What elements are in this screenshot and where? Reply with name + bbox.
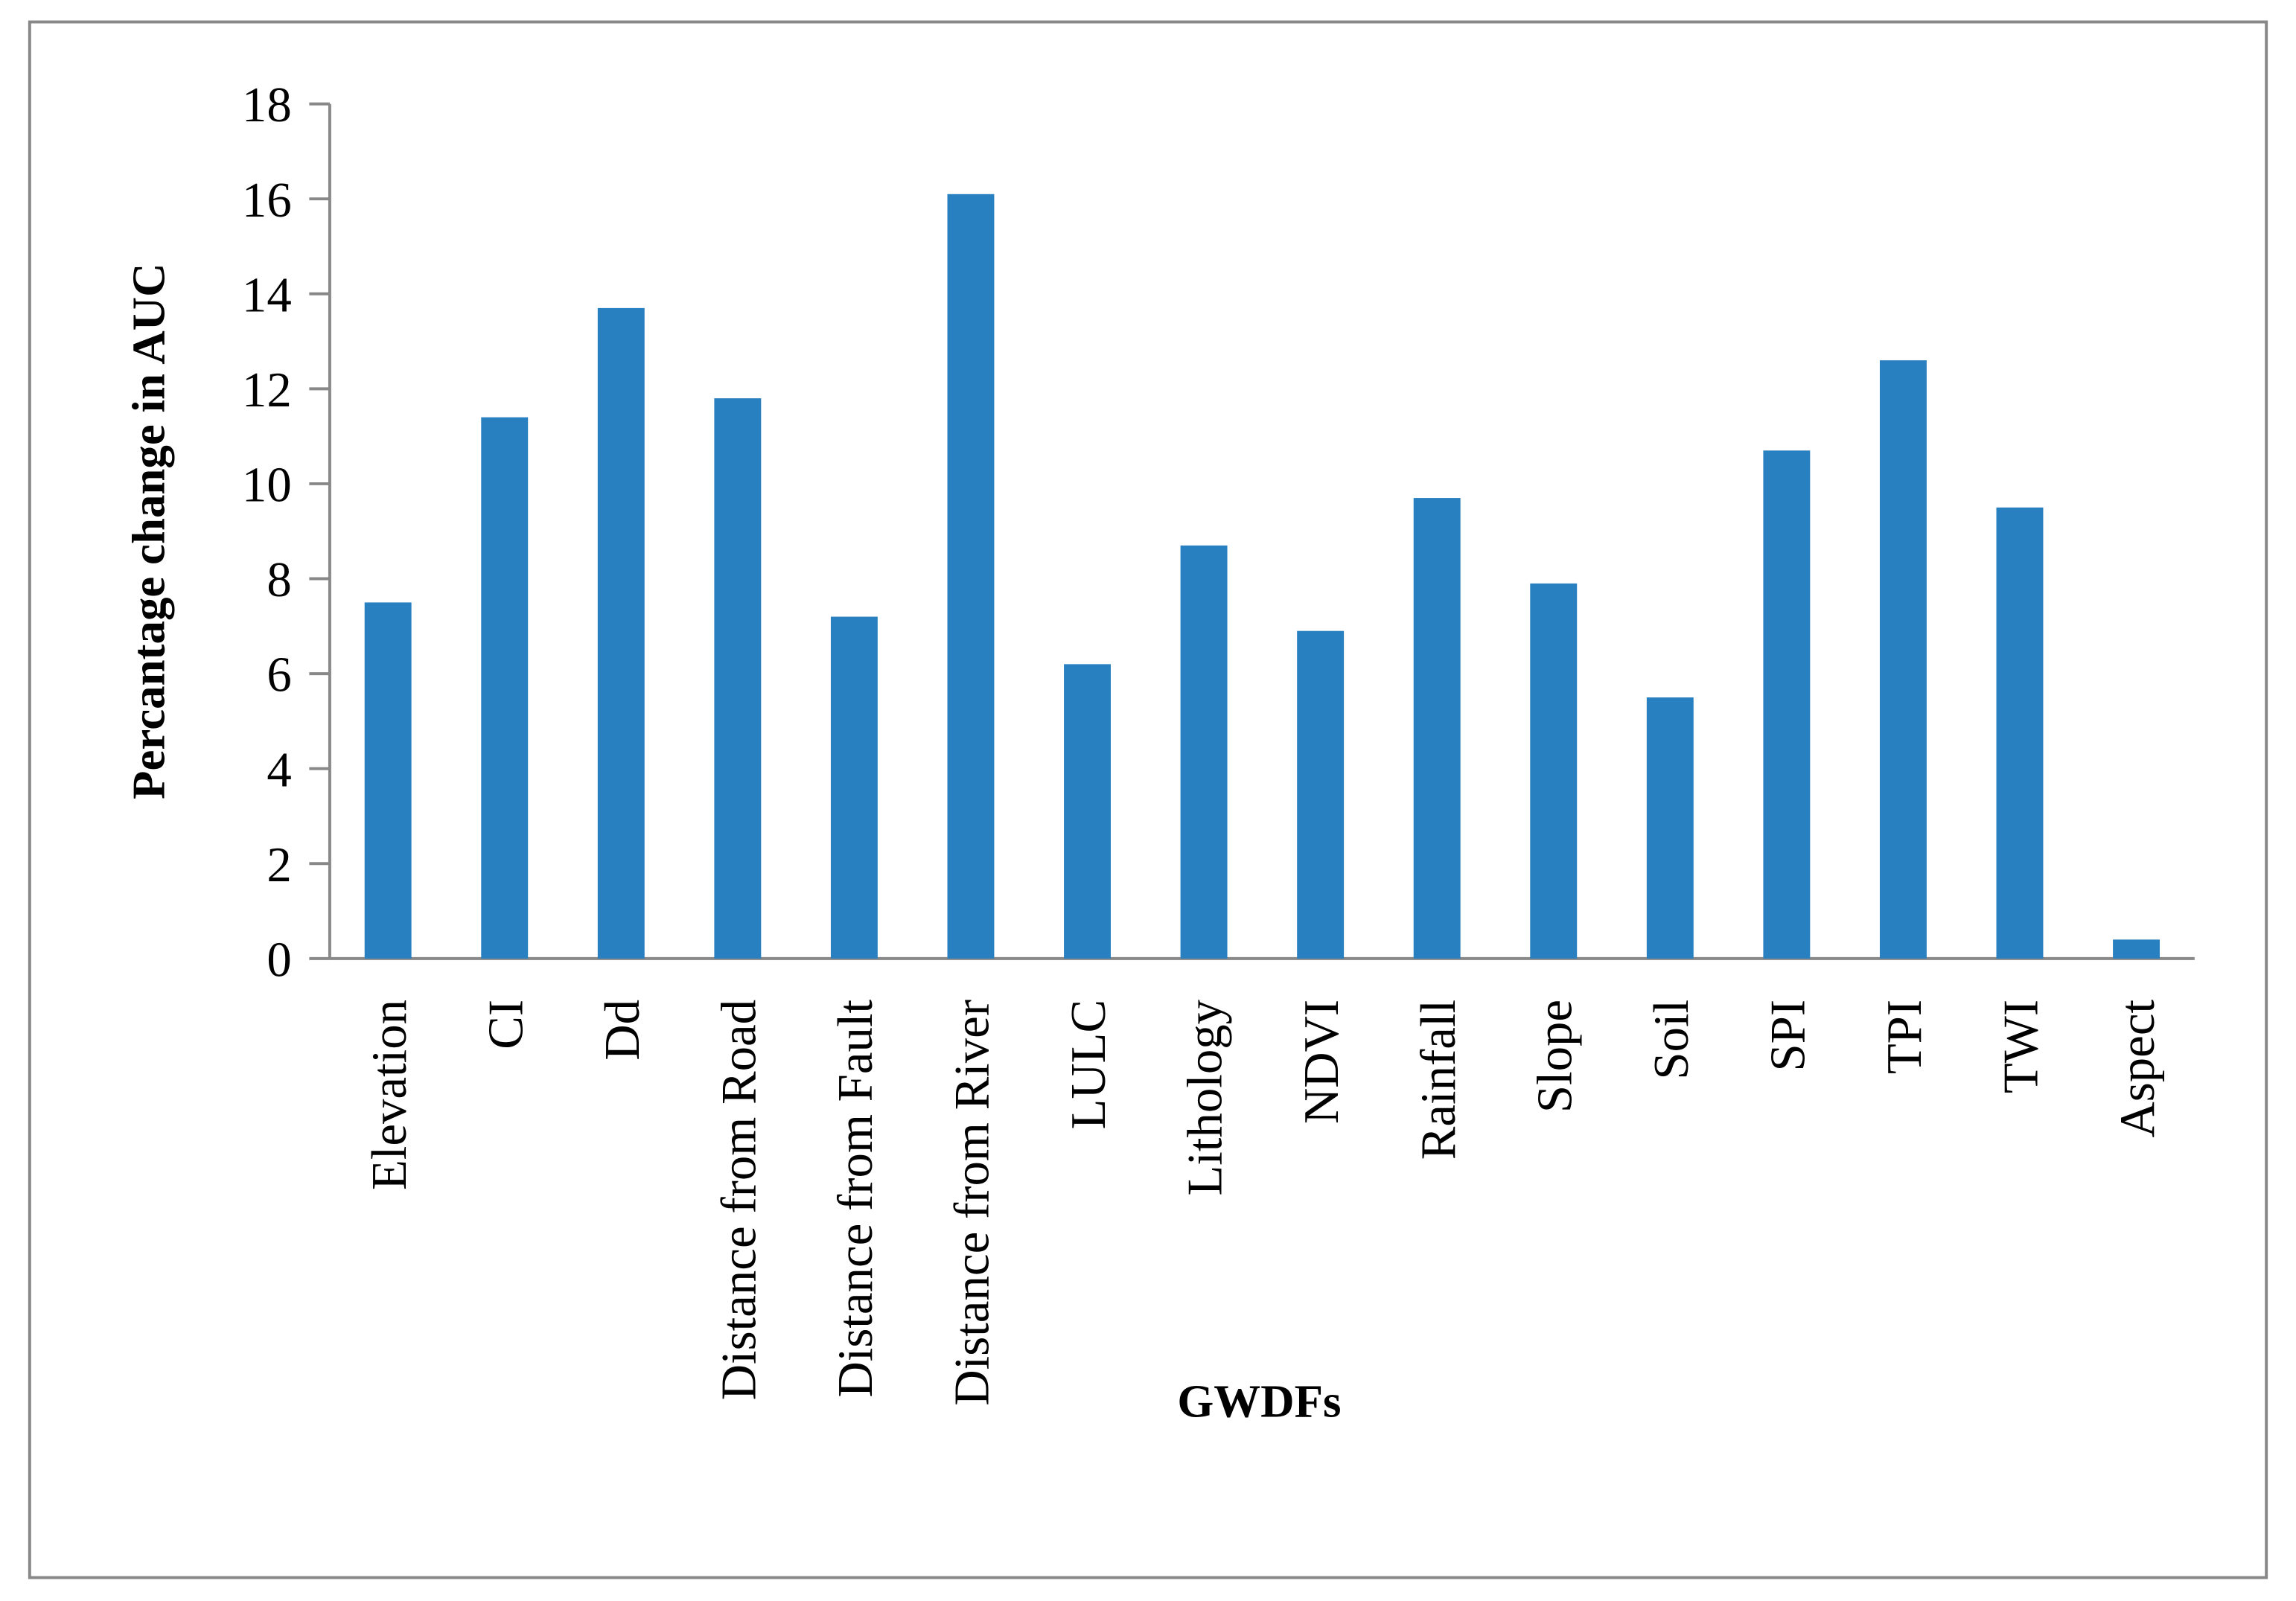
x-tick-label: Distance from Road [711, 1000, 766, 1400]
bar [1064, 664, 1111, 959]
x-tick-label: Distance from River [945, 1000, 1000, 1406]
x-tick-label: Aspect [2110, 999, 2165, 1137]
y-tick-label: 0 [267, 932, 291, 987]
x-tick-label: Rainfall [1411, 1000, 1466, 1160]
y-tick-label: 2 [267, 837, 291, 892]
x-tick-label: CI [478, 1000, 533, 1049]
x-tick-label: Elevation [362, 1000, 417, 1190]
x-tick-label: Lithology [1178, 999, 1233, 1195]
bar [1996, 507, 2044, 959]
bar [1530, 583, 1578, 959]
y-tick-label: 8 [267, 552, 291, 607]
bar [1413, 498, 1461, 959]
x-tick-label: NDVI [1294, 1000, 1349, 1124]
bar [2113, 939, 2160, 959]
x-tick-label: SPI [1760, 1000, 1815, 1072]
bar [481, 417, 529, 959]
bar [1646, 697, 1694, 959]
x-tick-label: Dd [595, 1000, 650, 1061]
x-tick-label: LULC [1061, 1000, 1116, 1130]
bar [364, 602, 412, 959]
bar [830, 616, 878, 959]
x-tick-label: Distance from Fault [828, 999, 883, 1397]
bar [597, 307, 645, 959]
y-tick-label: 16 [242, 173, 292, 228]
x-tick-label: TPI [1877, 1000, 1932, 1074]
x-tick-label: Soil [1644, 1000, 1699, 1080]
bar [1879, 360, 1927, 959]
y-tick-label: 4 [267, 742, 291, 797]
y-axis-title: Percantage change in AUC [123, 263, 175, 799]
y-tick-label: 14 [242, 267, 292, 322]
x-tick-label: TWI [1994, 1000, 2049, 1093]
x-axis-title: GWDFs [1177, 1375, 1341, 1427]
x-tick-label: Slope [1527, 1000, 1582, 1113]
y-tick-label: 12 [242, 362, 292, 418]
bar [1763, 450, 1811, 959]
bar [1297, 630, 1345, 959]
y-tick-label: 10 [242, 458, 292, 513]
bar [1180, 545, 1228, 959]
bar [947, 194, 995, 959]
y-tick-label: 18 [242, 77, 292, 132]
bar [714, 398, 762, 959]
y-tick-label: 6 [267, 648, 291, 703]
